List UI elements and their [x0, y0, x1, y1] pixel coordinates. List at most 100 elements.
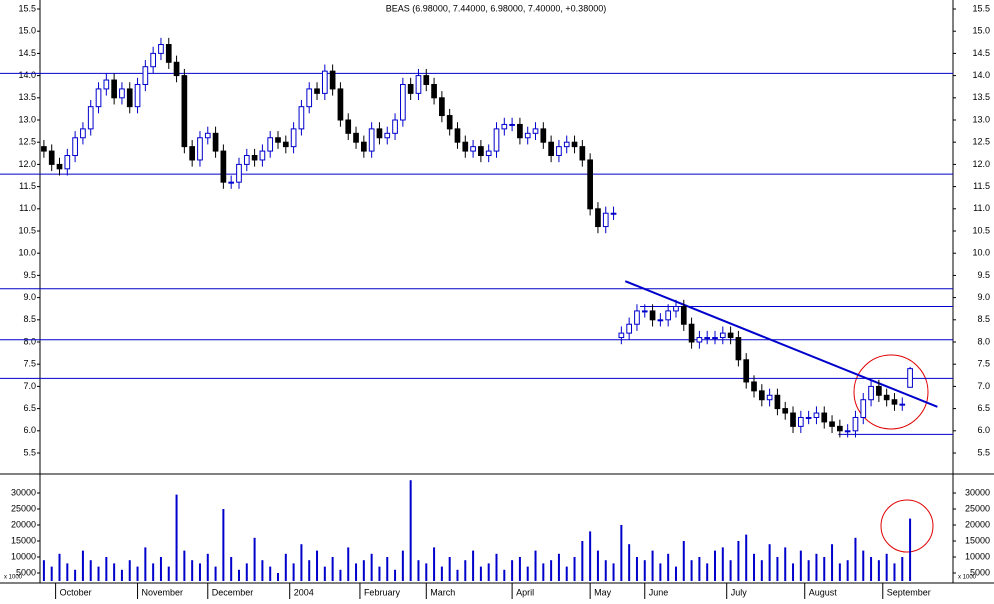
volume-bar	[253, 537, 256, 581]
volume-bar	[456, 569, 459, 581]
volume-bar	[698, 557, 701, 581]
y-tick-label: 8.5	[23, 314, 36, 324]
volume-bar	[753, 553, 756, 581]
volume-bar	[292, 563, 295, 581]
candle-body	[150, 52, 156, 68]
volume-bar	[526, 566, 529, 581]
volume-bar	[612, 563, 615, 581]
volume-bar	[690, 560, 693, 581]
volume-bar	[355, 563, 358, 581]
x-tick-label: October	[60, 587, 92, 597]
volume-bar	[316, 550, 319, 581]
candle-body	[478, 146, 484, 157]
candle-body	[173, 61, 180, 77]
y-tick-label: 15.5	[972, 3, 990, 13]
candle-body	[595, 208, 601, 228]
volume-bar	[854, 537, 857, 581]
volume-bar	[66, 563, 69, 581]
candle-body	[189, 146, 196, 161]
volume-bar	[885, 553, 888, 581]
volume-bar	[823, 557, 826, 581]
volume-bar	[440, 566, 443, 581]
candle-body	[321, 70, 328, 94]
candle-body	[634, 310, 640, 325]
x-tick-label: February	[364, 587, 401, 597]
volume-bar	[784, 547, 787, 581]
volume-bar	[362, 560, 365, 581]
y-tick-label: 12.0	[18, 159, 36, 169]
volume-bar	[667, 553, 670, 581]
y-tick-label: 14.0	[18, 70, 36, 80]
candle-body	[712, 337, 718, 340]
volume-bar	[792, 563, 795, 581]
y-tick-label: 9.5	[23, 270, 36, 280]
candle-body	[181, 75, 188, 148]
candle-body	[345, 119, 352, 134]
candle-body	[134, 83, 141, 108]
candle-body	[72, 137, 78, 157]
x-tick-label: September	[887, 587, 931, 597]
volume-bar	[300, 544, 303, 581]
volume-bar	[620, 525, 623, 581]
volume-bar	[105, 557, 108, 581]
candle-body	[751, 381, 757, 392]
volume-bar	[550, 560, 553, 581]
volume-bar	[877, 560, 880, 581]
volume-tick-label: 5000	[16, 567, 36, 577]
y-tick-label: 15.0	[18, 26, 36, 36]
candle-body	[259, 150, 266, 161]
candle-body	[548, 141, 554, 157]
volume-bar	[768, 544, 771, 581]
candle-body	[727, 332, 734, 339]
candle-body	[868, 385, 874, 401]
volume-bar	[58, 553, 61, 581]
volume-bar	[237, 569, 240, 581]
candle-body	[641, 310, 648, 313]
candle-body	[579, 146, 586, 161]
candle-body	[368, 128, 375, 152]
volume-bar	[542, 563, 545, 581]
candle-body	[392, 119, 398, 134]
candle-body	[111, 79, 117, 99]
volume-bar	[589, 531, 592, 581]
volume-bar	[347, 547, 350, 581]
candle-body	[41, 146, 47, 152]
candle-body	[532, 128, 539, 134]
volume-bar	[472, 550, 475, 581]
candle-body	[158, 44, 164, 54]
candle-body	[517, 123, 523, 139]
candle-body	[87, 106, 94, 130]
y-tick-label: 15.5	[18, 3, 36, 13]
volume-bar	[277, 573, 280, 581]
candle-body	[735, 337, 742, 361]
candle-body	[423, 75, 430, 85]
candle-body	[852, 416, 859, 432]
volume-bar	[721, 547, 724, 581]
candle-body	[228, 181, 235, 184]
candle-body	[821, 412, 828, 423]
volume-bar	[628, 544, 631, 581]
candle-body	[80, 128, 86, 139]
volume-bar	[89, 560, 92, 581]
candle-body	[907, 368, 913, 388]
y-tick-label: 7.0	[977, 381, 990, 391]
volume-bar	[394, 569, 397, 581]
y-tick-label: 10.5	[18, 225, 36, 235]
x-tick-label: June	[649, 587, 669, 597]
candle-body	[571, 141, 578, 148]
candle-body	[485, 150, 492, 157]
candle-body	[899, 403, 906, 406]
volume-bar	[425, 563, 428, 581]
x-tick-label: August	[809, 587, 838, 597]
volume-bar	[581, 541, 584, 581]
volume-bar	[651, 550, 654, 581]
candle-body	[314, 88, 320, 94]
x-tick-label: May	[594, 587, 612, 597]
candle-body	[48, 150, 55, 165]
candle-body	[353, 132, 359, 143]
candle-body	[540, 128, 547, 143]
volume-bar	[487, 563, 490, 581]
candle-body	[64, 155, 71, 170]
volume-bar	[433, 547, 436, 581]
volume-tick-label: 30000	[11, 487, 36, 497]
